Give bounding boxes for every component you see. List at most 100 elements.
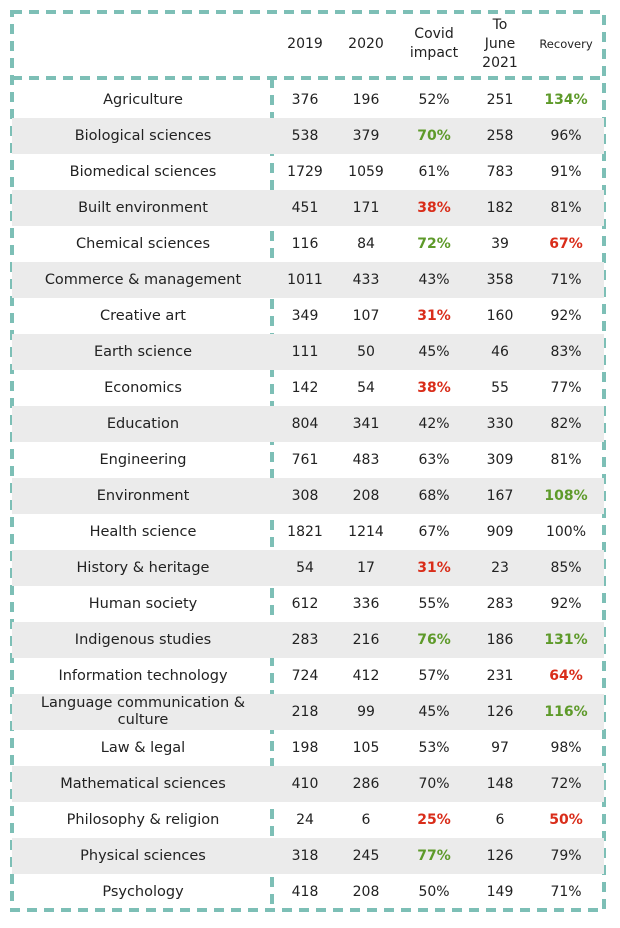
covid-impact-cell: 31% [417, 560, 451, 576]
table-row: Environment 308 208 68% 167 108% [12, 478, 604, 514]
table-row: Agriculture 376 196 52% 251 134% [12, 82, 604, 118]
covid-impact-cell: 25% [417, 812, 451, 828]
value-2019-cell: 54 [296, 560, 314, 576]
value-2020-cell: 17 [357, 560, 375, 576]
covid-impact-cell: 45% [418, 704, 450, 720]
header-recovery: Recovery [539, 36, 593, 51]
table-row: Engineering 761 483 63% 309 81% [12, 442, 604, 478]
covid-impact-cell: 57% [418, 668, 450, 684]
value-2019-cell: 612 [291, 596, 319, 612]
subject-cell: Psychology [102, 883, 184, 900]
value-2019-cell: 1011 [287, 272, 323, 288]
value-2020-cell: 99 [357, 704, 375, 720]
recovery-cell: 134% [544, 92, 588, 108]
recovery-cell: 83% [550, 344, 582, 360]
subject-cell: Economics [104, 379, 182, 396]
recovery-cell: 81% [550, 452, 582, 468]
to-june-2021-cell: 182 [486, 200, 514, 216]
table-row: Earth science 111 50 45% 46 83% [12, 334, 604, 370]
value-2020-cell: 379 [352, 128, 380, 144]
value-2020-cell: 1059 [348, 164, 384, 180]
value-2020-cell: 84 [357, 236, 375, 252]
header-2019: 2019 [287, 35, 323, 52]
value-2020-cell: 433 [352, 272, 380, 288]
value-2019-cell: 1729 [287, 164, 323, 180]
to-june-2021-cell: 909 [486, 524, 514, 540]
value-2019-cell: 142 [291, 380, 319, 396]
recovery-cell: 98% [550, 740, 582, 756]
table-row: Economics 142 54 38% 55 77% [12, 370, 604, 406]
table-row: Chemical sciences 116 84 72% 39 67% [12, 226, 604, 262]
to-june-2021-cell: 258 [486, 128, 514, 144]
covid-impact-cell: 61% [418, 164, 450, 180]
to-june-2021-cell: 23 [491, 560, 509, 576]
to-june-2021-cell: 251 [486, 92, 514, 108]
table-row: Language communication & culture 218 99 45%… [12, 694, 604, 730]
covid-impact-cell: 77% [417, 848, 451, 864]
table-row: Philosophy & religion 24 6 25% 6 50% [12, 802, 604, 838]
value-2020-cell: 216 [352, 632, 380, 648]
value-2019-cell: 283 [291, 632, 319, 648]
table-row: Law & legal 198 105 53% 97 98% [12, 730, 604, 766]
to-june-2021-cell: 167 [486, 488, 514, 504]
value-2019-cell: 451 [291, 200, 319, 216]
to-june-2021-cell: 39 [491, 236, 509, 252]
value-2020-cell: 208 [352, 884, 380, 900]
table-row: Commerce & management 1011 433 43% 358 71% [12, 262, 604, 298]
covid-impact-cell: 38% [417, 200, 451, 216]
table-row: Biological sciences 538 379 70% 258 96% [12, 118, 604, 154]
table-row: Indigenous studies 283 216 76% 186 131% [12, 622, 604, 658]
recovery-cell: 91% [550, 164, 582, 180]
to-june-2021-cell: 126 [486, 848, 514, 864]
subject-cell: Physical sciences [80, 847, 206, 864]
to-june-2021-cell: 783 [486, 164, 514, 180]
value-2019-cell: 349 [291, 308, 319, 324]
recovery-cell: 92% [550, 308, 582, 324]
value-2020-cell: 107 [352, 308, 380, 324]
value-2019-cell: 116 [291, 236, 319, 252]
subject-cell: Creative art [100, 307, 186, 324]
to-june-2021-cell: 126 [486, 704, 514, 720]
table-row: Information technology 724 412 57% 231 64% [12, 658, 604, 694]
subject-cell: Human society [88, 595, 198, 612]
subject-cell: Earth science [93, 343, 193, 360]
value-2019-cell: 111 [291, 344, 319, 360]
data-table: 2019 2020 Covid impact To June 2021 Reco… [10, 10, 606, 912]
value-2019-cell: 418 [291, 884, 319, 900]
recovery-cell: 100% [545, 524, 587, 540]
recovery-cell: 64% [549, 668, 583, 684]
to-june-2021-cell: 231 [486, 668, 514, 684]
subject-cell: Mathematical sciences [60, 775, 226, 792]
outer-dashed-border [10, 10, 606, 912]
covid-impact-cell: 31% [417, 308, 451, 324]
covid-impact-cell: 72% [417, 236, 451, 252]
value-2019-cell: 218 [291, 704, 319, 720]
table-row: Education 804 341 42% 330 82% [12, 406, 604, 442]
value-2019-cell: 761 [291, 452, 319, 468]
value-2020-cell: 54 [357, 380, 375, 396]
recovery-cell: 79% [550, 848, 582, 864]
value-2019-cell: 724 [291, 668, 319, 684]
subject-cell: Engineering [99, 451, 187, 468]
recovery-cell: 82% [550, 416, 582, 432]
subject-cell: Philosophy & religion [66, 811, 220, 828]
to-june-2021-cell: 148 [486, 776, 514, 792]
subject-cell: Language communication & culture [40, 695, 246, 728]
table-row: Psychology 418 208 50% 149 71% [12, 874, 604, 910]
header-2020: 2020 [348, 35, 384, 52]
value-2019-cell: 318 [291, 848, 319, 864]
to-june-2021-cell: 46 [491, 344, 509, 360]
table-row: Health science 1821 1214 67% 909 100% [12, 514, 604, 550]
value-2020-cell: 196 [352, 92, 380, 108]
recovery-cell: 85% [550, 560, 582, 576]
value-2020-cell: 6 [361, 812, 371, 828]
subject-cell: History & heritage [76, 559, 210, 576]
covid-impact-cell: 38% [417, 380, 451, 396]
to-june-2021-cell: 309 [486, 452, 514, 468]
covid-impact-cell: 70% [417, 128, 451, 144]
to-june-2021-cell: 149 [486, 884, 514, 900]
recovery-cell: 77% [550, 380, 582, 396]
recovery-cell: 96% [550, 128, 582, 144]
to-june-2021-cell: 6 [495, 812, 505, 828]
value-2020-cell: 1214 [348, 524, 384, 540]
